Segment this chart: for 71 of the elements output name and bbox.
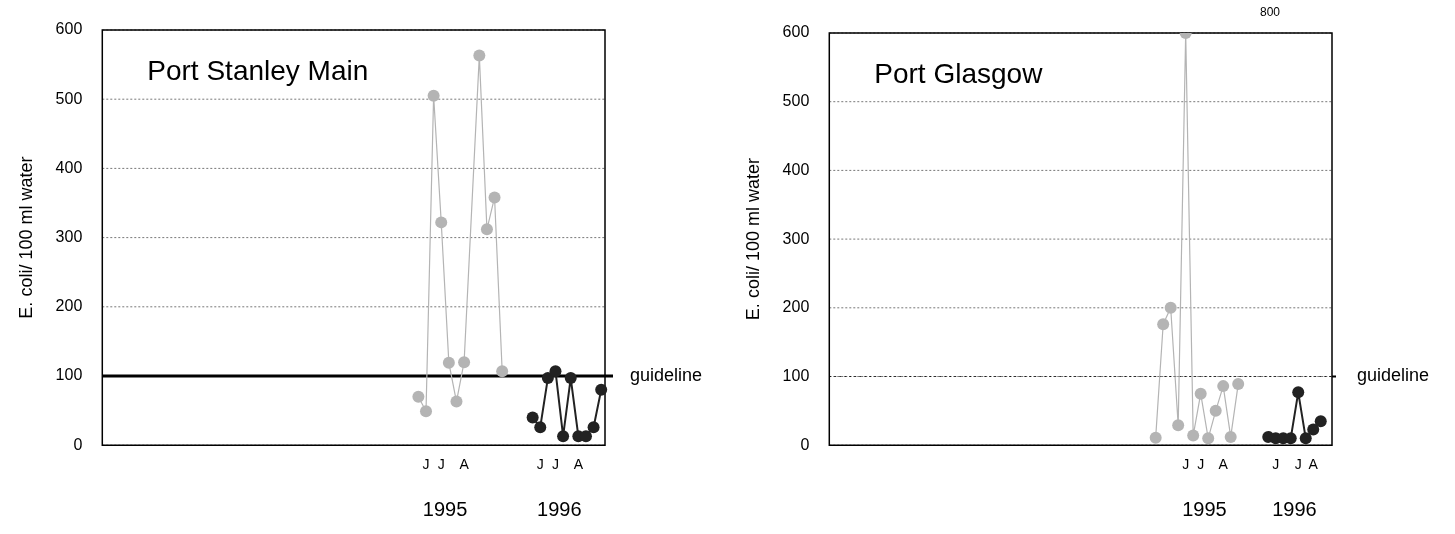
y-tick-label: 100 (55, 366, 83, 384)
x-tick-label: J (422, 456, 430, 473)
x-tick-label: A (1308, 456, 1319, 473)
point (427, 89, 440, 102)
x-tick-label: A (1218, 456, 1229, 473)
point (1224, 430, 1237, 443)
point (1217, 380, 1230, 393)
y-tick-label: 200 (782, 298, 810, 316)
ref-line-label: guideline (630, 364, 703, 385)
y-tick-label: 600 (782, 23, 810, 41)
text: 800 (1259, 5, 1281, 20)
ref-line-label: guideline (1357, 365, 1430, 386)
y-tick-label: 0 (800, 435, 810, 453)
point (541, 372, 554, 385)
point (496, 365, 509, 378)
y-tick-label: 600 (55, 20, 83, 38)
x-tick-label: J (536, 456, 544, 473)
point (1164, 301, 1177, 314)
text: 1995 (422, 497, 468, 520)
y-tick-label: 400 (55, 158, 83, 176)
text: 1996 (1272, 497, 1317, 520)
point (412, 390, 425, 403)
point (557, 430, 570, 443)
y-tick-label: 400 (782, 160, 810, 178)
x-tick-label: J (551, 456, 559, 473)
text: Port Stanley Main (147, 54, 369, 86)
point (488, 191, 501, 204)
text: Port Glasgow (874, 57, 1044, 89)
x-tick-label: A (573, 456, 584, 473)
point (595, 383, 608, 396)
x-tick-label: J (1294, 456, 1302, 473)
point (1172, 419, 1185, 432)
x-tick-label: J (1182, 456, 1190, 473)
point (1194, 387, 1207, 400)
y-tick-label: 500 (55, 89, 83, 107)
point (549, 365, 562, 378)
x-tick-label: J (1272, 456, 1280, 473)
point (1314, 415, 1327, 428)
point (1202, 432, 1215, 445)
point (480, 223, 493, 236)
point (450, 395, 463, 408)
y-tick-label: 100 (782, 366, 810, 384)
point (1187, 429, 1200, 442)
point (1149, 431, 1162, 444)
point (458, 356, 471, 369)
point (1299, 432, 1312, 445)
y-tick-label: 300 (782, 229, 810, 247)
point (534, 421, 547, 434)
text: 1995 (1182, 497, 1227, 520)
point (420, 405, 433, 418)
text: 1996 (537, 497, 582, 520)
y-tick-label: 300 (55, 228, 83, 246)
point (473, 49, 486, 62)
point (1292, 386, 1305, 399)
point (442, 356, 455, 369)
point (1307, 423, 1320, 436)
y-tick-label: 200 (55, 297, 83, 315)
point (1157, 318, 1170, 331)
y-axis-title: E. coli/ 100 ml water (15, 156, 36, 319)
point (1232, 378, 1245, 391)
x-tick-label: J (437, 456, 445, 473)
point (435, 216, 448, 229)
x-tick-label: J (1197, 456, 1205, 473)
y-tick-label: 500 (782, 92, 810, 110)
y-tick-label: 0 (73, 435, 83, 453)
point (526, 411, 539, 424)
y-axis-title: E. coli/ 100 ml water (742, 158, 763, 321)
point (587, 421, 600, 434)
point (1209, 404, 1222, 417)
x-tick-label: A (459, 456, 470, 473)
point (564, 372, 577, 385)
